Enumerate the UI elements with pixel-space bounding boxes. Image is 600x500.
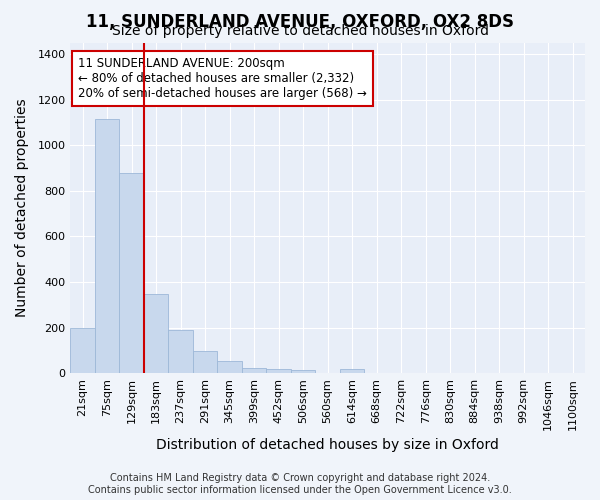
Bar — [266, 369, 291, 374]
Bar — [242, 368, 266, 374]
Bar — [193, 350, 217, 374]
Bar — [144, 294, 169, 374]
Text: 11, SUNDERLAND AVENUE, OXFORD, OX2 8DS: 11, SUNDERLAND AVENUE, OXFORD, OX2 8DS — [86, 12, 514, 30]
Bar — [169, 330, 193, 374]
X-axis label: Distribution of detached houses by size in Oxford: Distribution of detached houses by size … — [156, 438, 499, 452]
Text: Size of property relative to detached houses in Oxford: Size of property relative to detached ho… — [112, 24, 488, 38]
Bar — [217, 361, 242, 374]
Bar — [70, 328, 95, 374]
Bar — [119, 172, 144, 374]
Bar — [95, 119, 119, 374]
Text: Contains HM Land Registry data © Crown copyright and database right 2024.
Contai: Contains HM Land Registry data © Crown c… — [88, 474, 512, 495]
Text: 11 SUNDERLAND AVENUE: 200sqm
← 80% of detached houses are smaller (2,332)
20% of: 11 SUNDERLAND AVENUE: 200sqm ← 80% of de… — [78, 58, 367, 100]
Bar — [291, 370, 316, 374]
Y-axis label: Number of detached properties: Number of detached properties — [15, 98, 29, 318]
Bar — [340, 369, 364, 374]
